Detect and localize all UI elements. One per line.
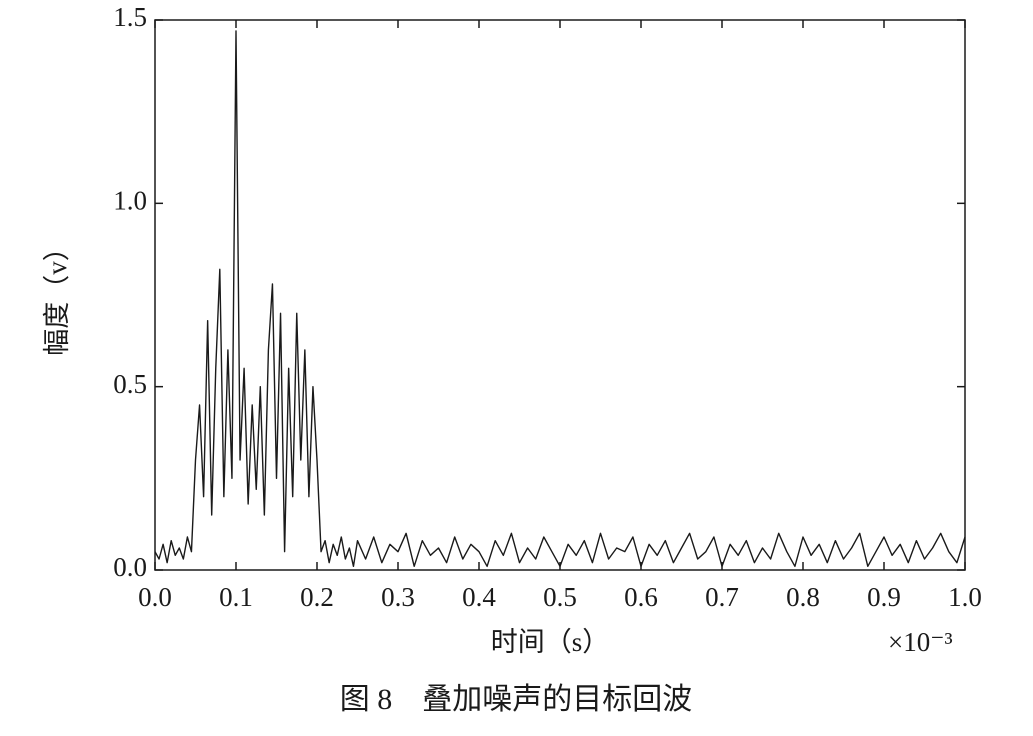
x-tick-label: 0.1 bbox=[219, 582, 253, 612]
x-tick-label: 0.9 bbox=[867, 582, 901, 612]
y-tick-label: 0.5 bbox=[113, 369, 147, 399]
plot-frame bbox=[154, 19, 966, 571]
x-tick-label: 0.0 bbox=[138, 582, 172, 612]
y-tick-label: 0.0 bbox=[113, 552, 147, 582]
x-multiplier: ×10⁻³ bbox=[888, 627, 953, 657]
x-tick-label: 0.2 bbox=[300, 582, 334, 612]
x-tick-label: 0.3 bbox=[381, 582, 415, 612]
x-axis-label: 时间（s） bbox=[491, 627, 610, 657]
x-tick-label: 0.6 bbox=[624, 582, 658, 612]
x-tick-label: 0.8 bbox=[786, 582, 820, 612]
x-tick-label: 0.4 bbox=[462, 582, 496, 612]
x-tick-label: 1.0 bbox=[948, 582, 982, 612]
x-tick-label: 0.7 bbox=[705, 582, 739, 612]
y-axis-label: 幅度（v） bbox=[42, 234, 72, 356]
signal-line bbox=[154, 30, 966, 568]
caption: 图 8 叠加噪声的目标回波 bbox=[340, 683, 693, 716]
y-tick-label: 1.5 bbox=[113, 2, 147, 32]
y-tick-label: 1.0 bbox=[113, 186, 147, 216]
x-tick-label: 0.5 bbox=[543, 582, 577, 612]
